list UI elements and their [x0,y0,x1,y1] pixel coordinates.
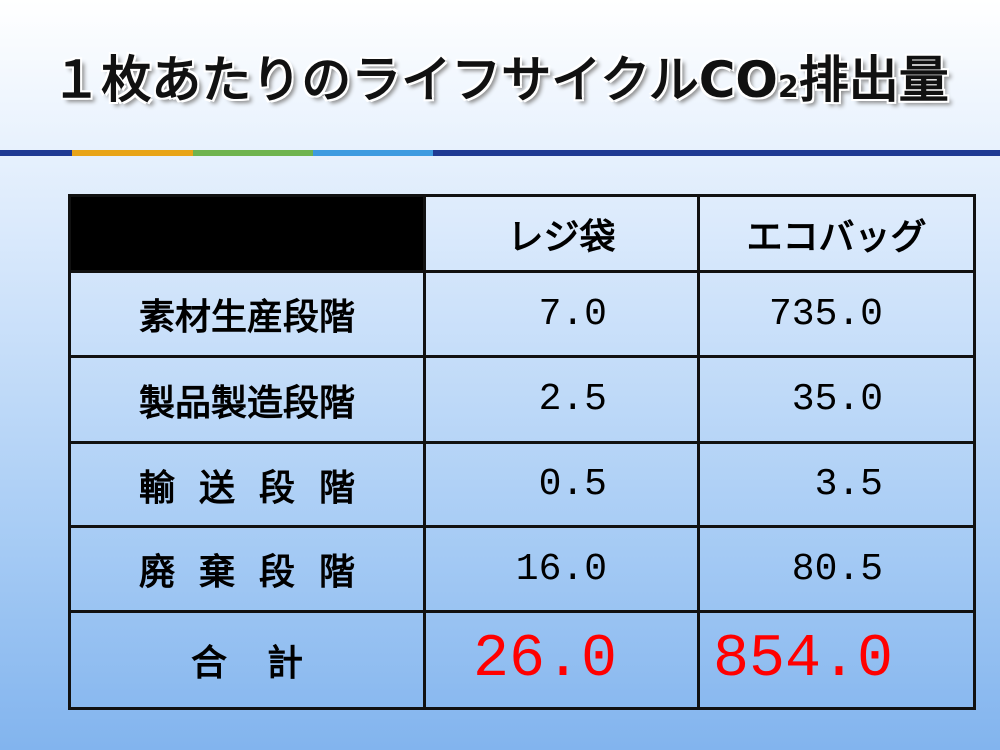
cell: 80.5 [697,525,976,613]
total-label: 合計 [68,610,426,710]
title-subscript: 2 [777,70,799,105]
row-label: 製品製造段階 [68,355,426,444]
slide-title: １枚あたりのライフサイクルCO2排出量 [0,40,1000,112]
cell: 2.5 [423,355,700,444]
total-cell: 854.0 [697,610,976,710]
cell: 3.5 [697,441,976,528]
title-text: 排出量 [798,51,949,109]
rule [193,150,313,156]
total-cell: 26.0 [423,610,700,710]
corner-cell [68,194,426,273]
table: レジ袋 エコバッグ 素材生産段階 7.0 735.0 製品製造段階 2.5 35… [68,194,976,710]
rule [72,150,193,156]
rule [0,150,72,156]
rule [433,150,1000,156]
row-label: 素材生産段階 [68,270,426,358]
cell: 35.0 [697,355,976,444]
cell: 7.0 [423,270,700,358]
row-label: 輸送段階 [68,441,426,528]
cell: 0.5 [423,441,700,528]
row-label: 廃棄段階 [68,525,426,613]
column-header: エコバッグ [697,194,976,273]
cell: 735.0 [697,270,976,358]
cell: 16.0 [423,525,700,613]
column-header: レジ袋 [423,194,700,273]
rule [313,150,433,156]
title-text: １枚あたりのライフサイクルCO [51,51,778,109]
